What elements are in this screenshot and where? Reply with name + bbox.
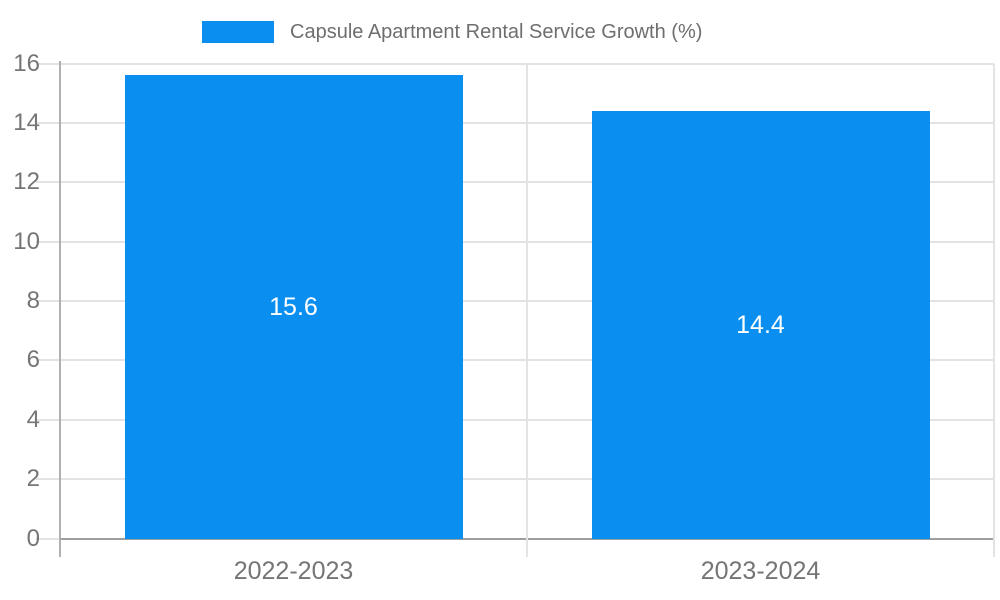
y-axis-tick-label: 14 <box>13 108 40 136</box>
y-axis-tick-label: 4 <box>26 405 40 433</box>
gridline <box>36 300 994 302</box>
y-axis-tick-label: 8 <box>26 287 40 314</box>
x-axis-category-label: 2022-2023 <box>233 557 354 585</box>
category-divider-line <box>993 63 995 557</box>
y-axis-tick-label: 6 <box>26 346 40 374</box>
legend-label: Capsule Apartment Rental Service Growth … <box>290 21 703 43</box>
gridline <box>36 240 994 243</box>
y-axis-tick-label: 0 <box>26 524 40 552</box>
legend: Capsule Apartment Rental Service Growth … <box>202 21 702 43</box>
gridline <box>36 359 994 362</box>
category-divider-line <box>526 63 528 557</box>
bar-value-label: 14.4 <box>736 310 785 339</box>
gridline <box>36 62 994 65</box>
y-axis-tick-stub <box>36 537 60 540</box>
y-axis-tick-label: 12 <box>13 168 40 196</box>
y-axis-tick-label: 2 <box>26 465 40 493</box>
gridline <box>36 418 994 421</box>
y-axis-line <box>59 61 61 557</box>
gridline <box>36 181 994 184</box>
gridline <box>36 121 994 124</box>
y-axis-tick-label: 10 <box>13 227 40 255</box>
x-axis-category-label: 2023-2024 <box>700 557 821 585</box>
bar <box>124 75 463 539</box>
y-axis-tick-label: 16 <box>13 49 40 77</box>
legend-swatch <box>202 21 274 43</box>
bar-value-label: 15.6 <box>269 292 318 321</box>
bar <box>591 111 930 539</box>
gridline <box>36 478 994 481</box>
